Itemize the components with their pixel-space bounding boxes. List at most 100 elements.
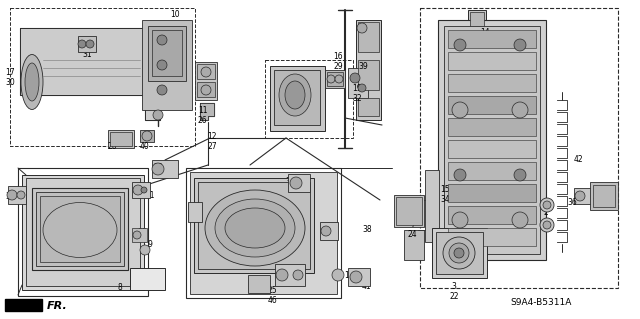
Circle shape — [157, 35, 167, 45]
Bar — [444, 26, 540, 254]
Bar — [194, 178, 314, 273]
Bar — [448, 30, 536, 48]
Bar — [198, 182, 310, 269]
Text: 44: 44 — [398, 198, 408, 207]
Circle shape — [512, 212, 528, 228]
Ellipse shape — [285, 81, 305, 109]
Bar — [152, 30, 182, 76]
Bar — [110, 132, 132, 146]
Bar — [142, 20, 192, 110]
Circle shape — [153, 110, 163, 120]
Circle shape — [140, 245, 150, 255]
Circle shape — [575, 191, 585, 201]
Circle shape — [454, 169, 466, 181]
Text: 28: 28 — [153, 163, 163, 172]
Bar — [132, 228, 147, 242]
Circle shape — [350, 73, 360, 83]
Circle shape — [157, 85, 167, 95]
Circle shape — [332, 269, 344, 281]
Text: 8: 8 — [118, 283, 122, 292]
Circle shape — [201, 67, 211, 77]
Circle shape — [514, 169, 526, 181]
Text: 36: 36 — [567, 198, 577, 207]
Bar — [420, 8, 618, 288]
Circle shape — [152, 163, 164, 175]
Bar — [348, 268, 370, 286]
Circle shape — [540, 198, 554, 212]
Circle shape — [133, 231, 141, 239]
Bar — [468, 10, 486, 62]
Bar — [152, 160, 178, 178]
Bar — [358, 98, 379, 116]
Bar — [18, 168, 148, 296]
Circle shape — [452, 212, 468, 228]
Bar — [470, 34, 484, 58]
Circle shape — [452, 102, 468, 118]
Circle shape — [133, 185, 143, 195]
Circle shape — [454, 39, 466, 51]
Text: 40: 40 — [207, 68, 217, 77]
Text: 40: 40 — [140, 142, 150, 151]
Bar — [186, 168, 341, 298]
Bar — [448, 96, 536, 114]
Bar — [36, 192, 124, 266]
Circle shape — [543, 221, 551, 229]
Bar — [148, 26, 186, 81]
Circle shape — [350, 271, 362, 283]
Bar — [396, 197, 422, 225]
Bar — [448, 228, 536, 246]
Bar — [470, 12, 484, 30]
Polygon shape — [200, 103, 214, 120]
Text: 3
22: 3 22 — [449, 282, 458, 301]
Bar — [197, 64, 215, 79]
Bar — [270, 66, 325, 131]
Text: 41: 41 — [362, 282, 372, 291]
Text: 42: 42 — [574, 155, 584, 164]
Bar — [432, 228, 487, 278]
Bar — [265, 60, 353, 138]
Text: 5
23: 5 23 — [449, 256, 459, 275]
Ellipse shape — [43, 203, 117, 257]
Circle shape — [335, 75, 343, 83]
Polygon shape — [5, 299, 42, 311]
Bar — [448, 74, 536, 92]
Bar — [195, 62, 217, 100]
Bar — [448, 184, 536, 202]
Circle shape — [543, 201, 551, 209]
Circle shape — [454, 248, 464, 258]
Text: 10: 10 — [170, 10, 180, 19]
Text: 7
24: 7 24 — [408, 220, 418, 239]
Polygon shape — [20, 28, 160, 120]
Circle shape — [17, 191, 25, 199]
Circle shape — [358, 84, 366, 92]
Text: 37: 37 — [438, 233, 448, 242]
Text: 15
34: 15 34 — [440, 185, 450, 204]
Ellipse shape — [21, 55, 43, 109]
Circle shape — [276, 269, 288, 281]
Bar — [248, 275, 270, 293]
Text: 25
46: 25 46 — [267, 286, 277, 305]
Text: 11
26: 11 26 — [198, 106, 207, 125]
Bar — [327, 72, 343, 86]
Ellipse shape — [25, 63, 39, 101]
Bar — [26, 178, 140, 286]
Text: 12
27: 12 27 — [207, 132, 216, 152]
Text: 33: 33 — [285, 177, 295, 186]
Bar — [448, 52, 536, 70]
Bar — [275, 264, 305, 286]
Circle shape — [201, 85, 211, 95]
Circle shape — [7, 190, 17, 200]
Ellipse shape — [225, 208, 285, 248]
Text: 47: 47 — [204, 88, 214, 97]
Text: 39: 39 — [358, 62, 368, 71]
Text: 20: 20 — [107, 142, 117, 151]
Bar — [348, 68, 368, 98]
Text: 35: 35 — [137, 228, 147, 237]
Ellipse shape — [215, 199, 295, 257]
Bar — [404, 230, 424, 260]
Bar — [436, 232, 483, 274]
Circle shape — [357, 23, 367, 33]
Bar — [288, 174, 310, 192]
Circle shape — [321, 226, 331, 236]
Bar — [8, 186, 26, 204]
